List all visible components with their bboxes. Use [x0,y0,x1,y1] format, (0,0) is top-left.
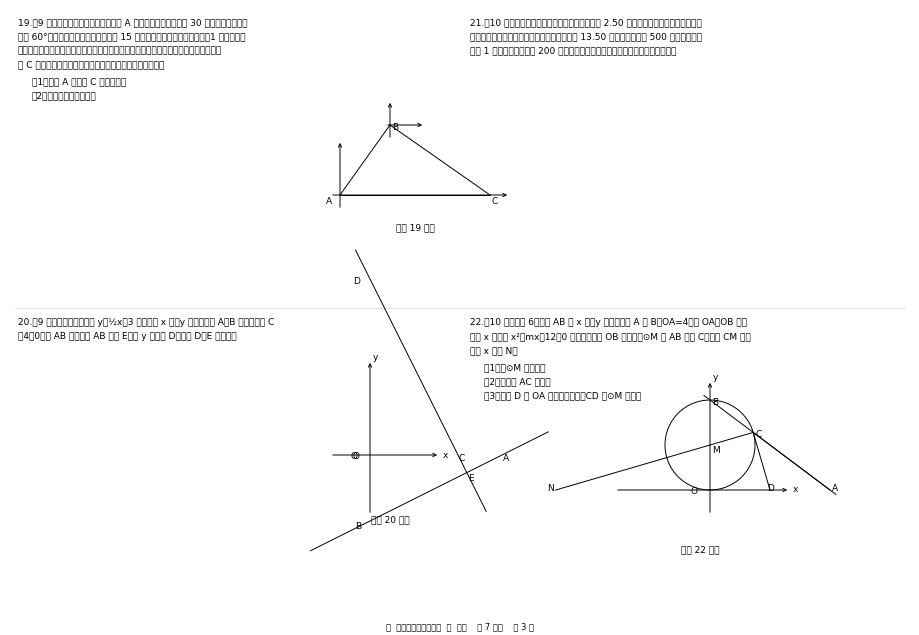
Text: B: B [711,398,718,407]
Text: 市  中（小）学高（初）  期  试题    共 7 大页    第 3 页: 市 中（小）学高（初） 期 试题 共 7 大页 第 3 页 [386,622,533,631]
Text: A: A [831,484,837,493]
Text: N: N [547,484,553,493]
Text: （第 20 题）: （第 20 题） [370,515,409,524]
Text: A: A [325,197,332,206]
Text: （3）假设 D 为 OA 的中点，求证：CD 是⊙M 的切线: （3）假设 D 为 OA 的中点，求证：CD 是⊙M 的切线 [483,391,641,400]
Text: 19.（9 分）甲、乙两条轮船同时从港口 A 出发，甲轮船以每小时 30 海里的速度沿着北: 19.（9 分）甲、乙两条轮船同时从港口 A 出发，甲轮船以每小时 30 海里的… [18,18,247,27]
Text: x: x [443,450,448,460]
Text: 船接到命令要与乙船会和，于是甲船改变了行进的速度，沿着东南方向航行，结果在小: 船接到命令要与乙船会和，于是甲船改变了行进的速度，沿着东南方向航行，结果在小 [18,46,222,55]
Text: x: x [792,486,798,495]
Text: 偏东 60°的方向航行，乙轮船以每小时 15 海里的速度沿着正东方向行进，1 小时后，甲: 偏东 60°的方向航行，乙轮船以每小时 15 海里的速度沿着正东方向行进，1 小… [18,32,245,41]
Text: 关于 x 的方程 x²－mx＋12＝0 的两实根，以 OB 为直径的⊙M 与 AB 交于 C，连结 CM 并延: 关于 x 的方程 x²－mx＋12＝0 的两实根，以 OB 为直径的⊙M 与 A… [470,332,750,341]
Text: 21.（10 分）某商店销售一种商品，每件的进价为 2.50 元，根据市场调查，销售量与销: 21.（10 分）某商店销售一种商品，每件的进价为 2.50 元，根据市场调查，… [470,18,701,27]
Text: 22.（10 分）如图 6，直线 AB 与 x 轴、y 轴分别交于 A 和 B，OA=4，且 OA、OB 长是: 22.（10 分）如图 6，直线 AB 与 x 轴、y 轴分别交于 A 和 B，… [470,318,746,327]
Text: C: C [754,431,761,439]
Text: （2）求线段 AC 的长．: （2）求线段 AC 的长． [483,377,550,386]
Text: 降低 1 元，就可以多售出 200 件．请你分析，销售单价多少时，可以获利最大．: 降低 1 元，就可以多售出 200 件．请你分析，销售单价多少时，可以获利最大． [470,46,675,55]
Text: 岛 C 处与乙船相遇．假设乙船的速度和航向保持不变，求：: 岛 C 处与乙船相遇．假设乙船的速度和航向保持不变，求： [18,60,165,69]
Text: O: O [351,452,357,461]
Text: C: C [492,197,498,206]
Text: B: B [355,522,360,531]
Text: （第 22 题）: （第 22 题） [680,545,719,554]
Text: y: y [712,373,718,382]
Text: B: B [391,123,398,132]
Text: 20.（9 分）：如图一次函数 y＝½x－3 的图象与 x 轴、y 轴分别交于 A、B 两点，过点 C: 20.（9 分）：如图一次函数 y＝½x－3 的图象与 x 轴、y 轴分别交于 … [18,318,274,327]
Text: O: O [690,487,698,496]
Text: 长交 x 轴于 N．: 长交 x 轴于 N． [470,346,517,355]
Text: A: A [503,454,508,463]
Text: （4，0）作 AB 的垂线交 AB 于点 E，交 y 轴于点 D，求点 D、E 的坐标．: （4，0）作 AB 的垂线交 AB 于点 E，交 y 轴于点 D，求点 D、E … [18,332,236,341]
Text: y: y [372,352,378,361]
Text: 售单价满足如下关系：在一段时间内，单价是 13.50 元时，销售量为 500 件，而单价每: 售单价满足如下关系：在一段时间内，单价是 13.50 元时，销售量为 500 件… [470,32,701,41]
Text: O: O [353,452,359,461]
Text: E: E [467,474,473,483]
Text: （1）港口 A 与小岛 C 之间的距离: （1）港口 A 与小岛 C 之间的距离 [32,77,126,86]
Text: M: M [711,446,719,455]
Text: （1）求⊙M 的半径．: （1）求⊙M 的半径． [483,363,545,372]
Text: （2）甲轮船后来的速度．: （2）甲轮船后来的速度． [32,91,96,100]
Text: （第 19 题）: （第 19 题） [395,223,434,232]
Text: D: D [353,277,359,286]
Text: C: C [459,454,465,463]
Text: D: D [766,484,774,493]
